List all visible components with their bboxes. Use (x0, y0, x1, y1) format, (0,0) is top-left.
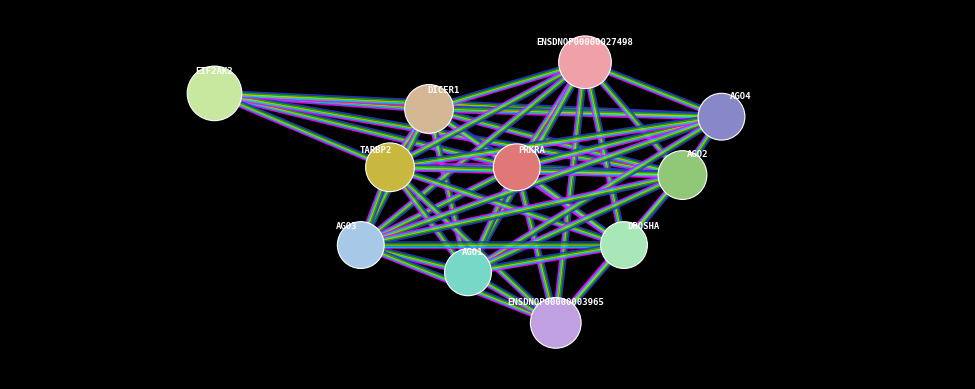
Text: DICER1: DICER1 (427, 86, 460, 95)
Text: ENSDNOP00000003965: ENSDNOP00000003965 (507, 298, 604, 307)
Text: DROSHA: DROSHA (627, 222, 660, 231)
Ellipse shape (187, 66, 242, 121)
Text: ENSDNOP00000027498: ENSDNOP00000027498 (536, 39, 634, 47)
Ellipse shape (698, 93, 745, 140)
Text: TARBP2: TARBP2 (359, 146, 392, 155)
Ellipse shape (559, 36, 611, 89)
Text: AGO4: AGO4 (730, 92, 752, 101)
Text: EIF2AK2: EIF2AK2 (196, 67, 233, 76)
Ellipse shape (405, 84, 453, 133)
Ellipse shape (530, 298, 581, 348)
Ellipse shape (601, 222, 647, 268)
Text: AGO2: AGO2 (686, 151, 708, 159)
Text: PRKRA: PRKRA (518, 146, 545, 155)
Ellipse shape (493, 144, 540, 191)
Ellipse shape (445, 249, 491, 296)
Text: AGO3: AGO3 (335, 223, 357, 231)
Ellipse shape (337, 222, 384, 268)
Ellipse shape (366, 143, 414, 192)
Ellipse shape (658, 151, 707, 200)
Text: AGO1: AGO1 (462, 248, 484, 257)
